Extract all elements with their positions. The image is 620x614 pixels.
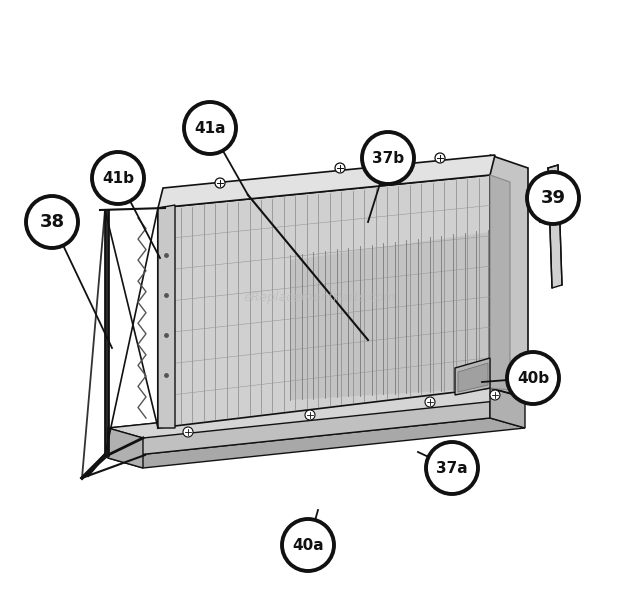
- Text: 41b: 41b: [102, 171, 134, 185]
- Polygon shape: [455, 358, 490, 395]
- Circle shape: [184, 102, 236, 154]
- Polygon shape: [158, 155, 495, 208]
- Polygon shape: [158, 175, 490, 428]
- Polygon shape: [108, 418, 525, 468]
- Circle shape: [215, 178, 225, 188]
- Circle shape: [435, 153, 445, 163]
- Polygon shape: [548, 165, 562, 288]
- Circle shape: [490, 390, 500, 400]
- Circle shape: [26, 196, 78, 248]
- Text: 38: 38: [40, 213, 64, 231]
- Text: 40b: 40b: [517, 370, 549, 386]
- Text: 37a: 37a: [436, 460, 468, 475]
- Circle shape: [362, 132, 414, 184]
- Polygon shape: [290, 232, 490, 400]
- Circle shape: [282, 519, 334, 571]
- Polygon shape: [490, 388, 525, 428]
- Polygon shape: [108, 388, 490, 458]
- Text: 37b: 37b: [372, 150, 404, 166]
- Polygon shape: [108, 388, 525, 438]
- Text: 39: 39: [541, 189, 565, 207]
- Text: 40a: 40a: [292, 537, 324, 553]
- Circle shape: [335, 163, 345, 173]
- Text: 41a: 41a: [194, 120, 226, 136]
- Circle shape: [425, 397, 435, 407]
- Polygon shape: [490, 175, 510, 390]
- Polygon shape: [158, 205, 175, 428]
- Circle shape: [92, 152, 144, 204]
- Circle shape: [426, 442, 478, 494]
- Circle shape: [507, 352, 559, 404]
- Polygon shape: [108, 428, 143, 468]
- Circle shape: [527, 172, 579, 224]
- Text: eReplacementParts.com: eReplacementParts.com: [244, 290, 396, 303]
- Circle shape: [183, 427, 193, 437]
- Circle shape: [305, 410, 315, 420]
- Polygon shape: [458, 363, 488, 392]
- Polygon shape: [490, 155, 528, 398]
